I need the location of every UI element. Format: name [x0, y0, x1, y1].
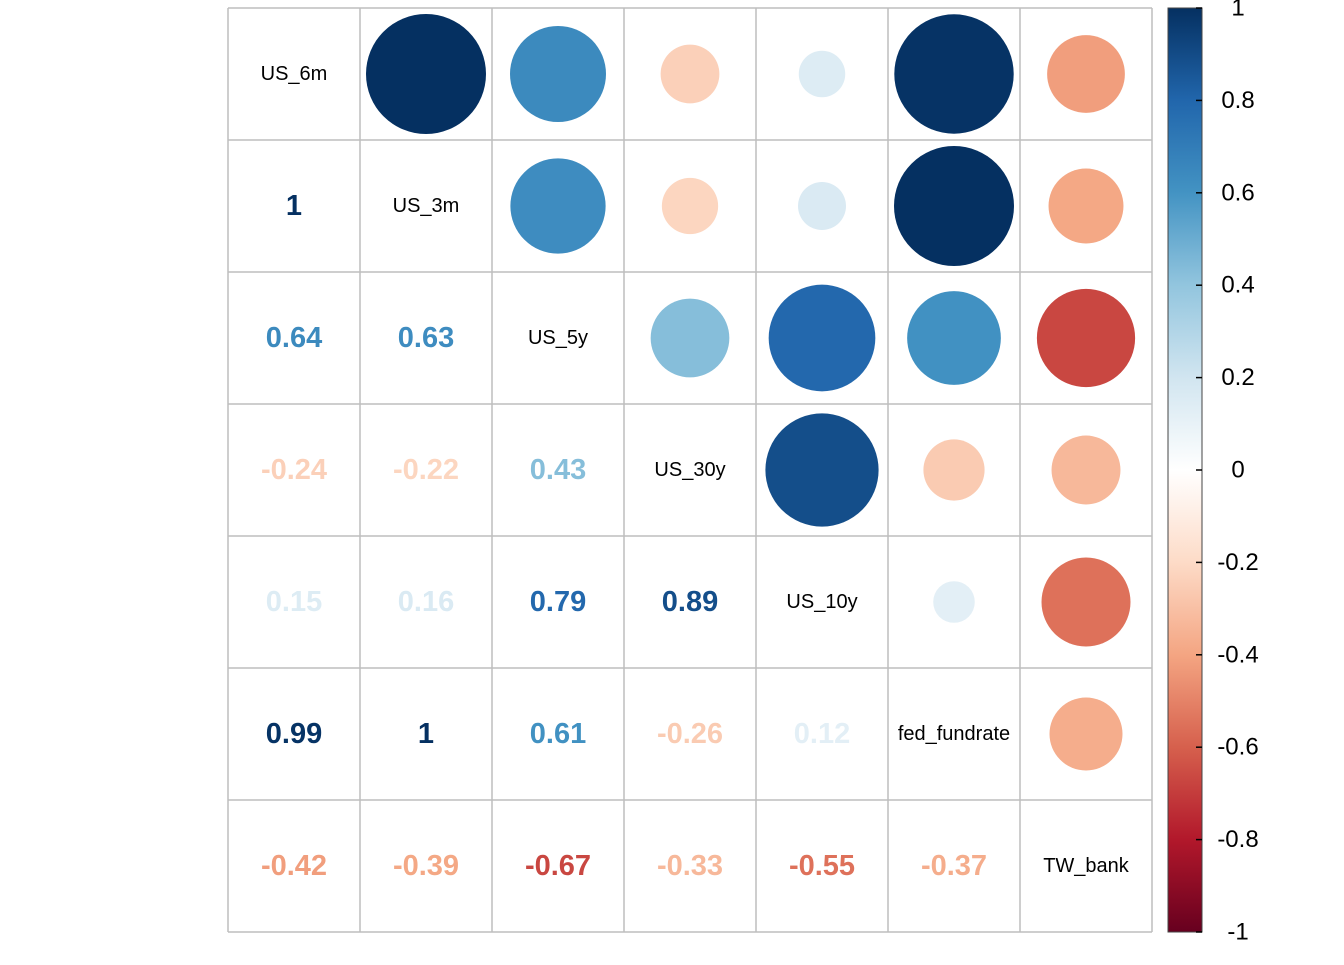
correlation-circle: [366, 14, 486, 134]
diagonal-label: US_5y: [528, 327, 588, 349]
colorbar-tick-label: -1: [1227, 919, 1248, 946]
correlation-circle: [1048, 168, 1124, 244]
correlation-value: -0.33: [657, 850, 723, 882]
correlation-circle: [1049, 697, 1123, 771]
colorbar-tick-label: -0.8: [1217, 826, 1258, 853]
correlation-circle: [1051, 435, 1121, 505]
correlation-value: 0.15: [266, 586, 322, 618]
color-legend: 1 0.8 0.6 0.4 0.2 0 -0.2 -0.4 -0.6 -0.8 -1: [1167, 0, 1259, 946]
colorbar-tick-label: 0.2: [1221, 364, 1254, 391]
correlation-circle: [1041, 557, 1131, 647]
correlation-circle: [650, 298, 730, 378]
correlation-value: -0.39: [393, 850, 459, 882]
colorbar-tick-label: 1: [1231, 0, 1244, 22]
correlation-circle: [1047, 35, 1125, 113]
correlation-circle: [798, 182, 846, 230]
correlation-value: 0.61: [530, 718, 586, 750]
correlation-circle: [933, 581, 975, 623]
correlation-value: 0.64: [266, 322, 322, 354]
correlation-circle: [894, 14, 1014, 134]
diagonal-label: US_10y: [786, 591, 857, 613]
correlation-value: -0.55: [789, 850, 855, 882]
correlation-circle: [510, 158, 606, 254]
correlation-value: 0.16: [398, 586, 454, 618]
matrix-background: [228, 8, 1152, 932]
correlation-value: -0.67: [525, 850, 591, 882]
diagonal-label: US_6m: [261, 63, 328, 85]
correlation-circle: [510, 26, 606, 122]
correlation-value: 1: [418, 718, 434, 750]
colorbar-tick-label: 0: [1231, 457, 1244, 484]
correlation-circle: [768, 284, 876, 392]
colorbar-tick-label: 0.4: [1221, 272, 1254, 299]
diagonal-label: US_3m: [393, 195, 460, 217]
correlation-circle: [661, 177, 719, 235]
correlation-value: -0.22: [393, 454, 459, 486]
correlation-value: -0.42: [261, 850, 327, 882]
diagonal-label: TW_bank: [1043, 855, 1130, 877]
correlation-circle: [894, 146, 1014, 266]
correlation-value: 0.12: [794, 718, 850, 750]
colorbar-tick-label: -0.6: [1217, 734, 1258, 761]
colorbar-tick-label: 0.6: [1221, 179, 1254, 206]
colorbar-tick-label: -0.4: [1217, 641, 1258, 668]
correlation-value: 0.89: [662, 586, 718, 618]
correlation-circle: [907, 291, 1001, 385]
colorbar-tick-label: 0.8: [1221, 87, 1254, 114]
correlation-value: -0.37: [921, 850, 987, 882]
correlation-value: 1: [286, 190, 302, 222]
correlation-value: 0.99: [266, 718, 322, 750]
matrix-cells: US_6m 1 US_3m 0.64 0.63 US_5y -0.24 -0.22 0.43 US…: [228, 8, 1152, 932]
diagonal-label: US_30y: [654, 459, 725, 481]
correlation-circle: [660, 44, 720, 104]
correlation-circle: [923, 439, 985, 501]
correlation-circle: [798, 50, 846, 98]
matrix-grid: [227, 7, 1153, 933]
correlation-value: 0.79: [530, 586, 586, 618]
correlation-value: 0.43: [530, 454, 586, 486]
colorbar-tick-label: -0.2: [1217, 549, 1258, 576]
diagonal-label: fed_fundrate: [898, 723, 1010, 745]
correlation-value: 0.63: [398, 322, 454, 354]
correlation-value: -0.26: [657, 718, 723, 750]
correlation-circle: [765, 413, 879, 527]
correlation-circle: [1036, 288, 1136, 388]
correlation-value: -0.24: [261, 454, 327, 486]
